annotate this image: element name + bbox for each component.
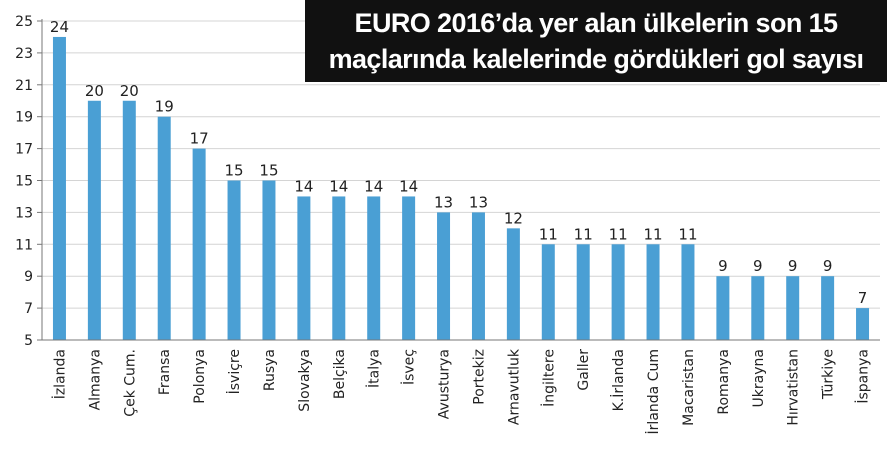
- x-tick-label: Avusturya: [437, 349, 453, 419]
- y-tick-label: 21: [15, 78, 33, 94]
- bar: [576, 244, 590, 340]
- data-label: 20: [85, 82, 104, 100]
- y-tick-label: 9: [24, 269, 33, 285]
- y-tick-label: 25: [15, 14, 33, 30]
- x-tick-label: Belçika: [332, 349, 348, 399]
- bar: [716, 276, 730, 340]
- bar: [611, 244, 625, 340]
- bar: [122, 100, 136, 340]
- x-tick-label: İngiltere: [539, 349, 557, 407]
- bar: [87, 100, 101, 340]
- bar: [157, 116, 171, 340]
- bar: [856, 308, 870, 340]
- data-label: 24: [50, 18, 69, 36]
- y-tick-label: 13: [15, 205, 33, 221]
- x-tick-label: Arnavutluk: [506, 348, 522, 425]
- bar: [262, 180, 276, 340]
- data-label: 19: [155, 98, 174, 116]
- x-tick-label: Fransa: [157, 349, 173, 395]
- data-label: 15: [224, 162, 243, 180]
- data-label: 12: [504, 209, 523, 227]
- x-tick-label: İsveç: [400, 349, 418, 385]
- data-label: 9: [718, 257, 728, 275]
- data-label: 14: [294, 177, 313, 195]
- x-tick-label: İzlanda: [50, 349, 68, 399]
- chart-title: EURO 2016’da yer alan ülkelerin son 15 m…: [305, 0, 887, 82]
- y-tick-label: 15: [15, 174, 33, 190]
- data-labels: 24 20 20 19 17 15 15 14 14 14 14 13 13 12 11 11 11 11 11 9 9…: [50, 18, 867, 307]
- data-label: 9: [823, 257, 833, 275]
- data-label: 13: [434, 193, 453, 211]
- bar: [471, 212, 485, 340]
- y-axis-ticks: 5 7 9 11 13 15 17 19 21 23 25: [15, 14, 42, 349]
- data-label: 17: [190, 130, 209, 148]
- data-label: 13: [469, 193, 488, 211]
- data-label: 9: [788, 257, 798, 275]
- y-tick-label: 17: [15, 142, 33, 158]
- bar: [506, 228, 520, 340]
- data-label: 11: [539, 225, 558, 243]
- data-label: 7: [858, 289, 868, 307]
- x-tick-label: Almanya: [87, 349, 103, 410]
- y-tick-label: 23: [15, 46, 33, 62]
- chart-title-line-1: EURO 2016’da yer alan ülkelerin son 15: [354, 8, 839, 38]
- x-tick-label: Hırvatistan: [786, 349, 802, 426]
- data-label: 11: [678, 225, 697, 243]
- x-tick-label: İrlanda Cum: [644, 349, 662, 434]
- chart-title-line-2: maçlarında kalelerinde gördükleri gol sa…: [328, 44, 864, 74]
- bar: [227, 180, 241, 340]
- y-tick-label: 11: [15, 237, 33, 253]
- y-tick-label: 19: [15, 110, 33, 126]
- bar: [821, 276, 835, 340]
- bar: [437, 212, 451, 340]
- data-label: 14: [364, 177, 383, 195]
- bar: [402, 196, 416, 340]
- x-tick-label: Ukrayna: [751, 349, 767, 407]
- bar: [681, 244, 695, 340]
- bar: [192, 148, 206, 340]
- x-tick-label: İsviçre: [225, 349, 243, 394]
- x-tick-label: Rusya: [262, 349, 278, 391]
- bar: [751, 276, 765, 340]
- data-label: 20: [120, 82, 139, 100]
- bar: [332, 196, 346, 340]
- x-axis-ticks: İzlanda Almanya Çek Cum. Fransa Polonya İsviç…: [50, 348, 871, 434]
- data-label: 11: [609, 225, 628, 243]
- data-label: 14: [399, 177, 418, 195]
- bar: [786, 276, 800, 340]
- x-tick-label: Portekiz: [471, 349, 487, 405]
- bar: [52, 36, 66, 340]
- data-label: 9: [753, 257, 763, 275]
- y-tick-label: 5: [24, 333, 33, 349]
- data-label: 14: [329, 177, 348, 195]
- x-tick-label: Romanya: [716, 349, 732, 415]
- bar: [297, 196, 311, 340]
- x-tick-label: Çek Cum.: [122, 349, 138, 417]
- bar: [367, 196, 381, 340]
- x-tick-label: Polonya: [192, 349, 208, 404]
- bar: [646, 244, 660, 340]
- bars: [52, 36, 870, 340]
- x-tick-label: Galler: [576, 349, 592, 391]
- data-label: 15: [259, 162, 278, 180]
- x-tick-label: Slovakya: [297, 349, 313, 412]
- bar: [541, 244, 555, 340]
- data-label: 11: [643, 225, 662, 243]
- y-tick-label: 7: [24, 301, 33, 317]
- x-tick-label: Türkiye: [821, 349, 837, 400]
- data-label: 11: [574, 225, 593, 243]
- x-tick-label: K.İrlanda: [609, 349, 627, 411]
- x-tick-label: İspanya: [854, 349, 872, 404]
- x-tick-label: Macaristan: [681, 349, 697, 426]
- x-tick-label: İtalya: [365, 349, 383, 388]
